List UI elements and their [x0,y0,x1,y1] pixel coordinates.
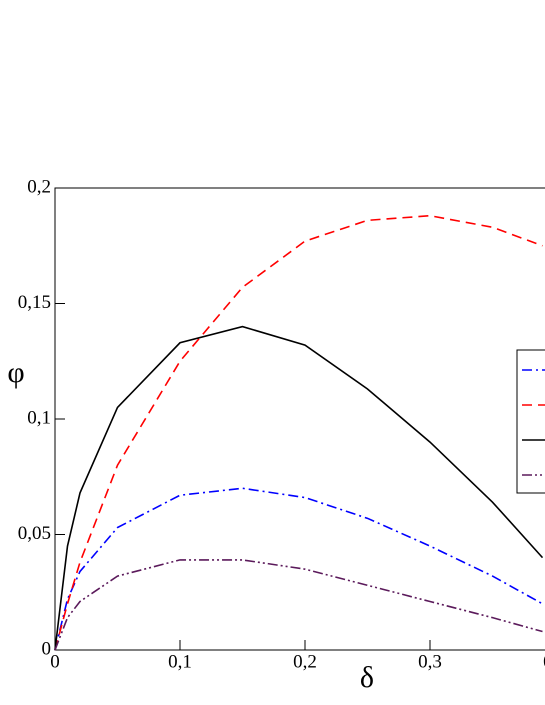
y-axis-label: φ [7,356,24,389]
series-line [54,559,543,651]
x-tick-label: 0,3 [418,651,442,672]
x-tick-label: 0,2 [293,651,317,672]
x-tick-label: 0 [50,651,60,672]
y-tick-label: 0,15 [18,292,51,313]
y-tick-label: 0,05 [18,523,51,544]
series-line [54,325,544,651]
x-tick-label: 0,1 [168,651,192,672]
series-line [54,487,543,651]
series-line [54,214,543,651]
plot-frame [54,187,545,651]
legend-box [516,349,545,494]
x-axis-label: δ [360,661,374,694]
y-tick-label: 0,2 [27,176,51,197]
x-tick-label: 0,4 [543,651,545,672]
y-tick-label: 0 [42,638,52,659]
y-tick-label: 0,1 [27,407,51,428]
